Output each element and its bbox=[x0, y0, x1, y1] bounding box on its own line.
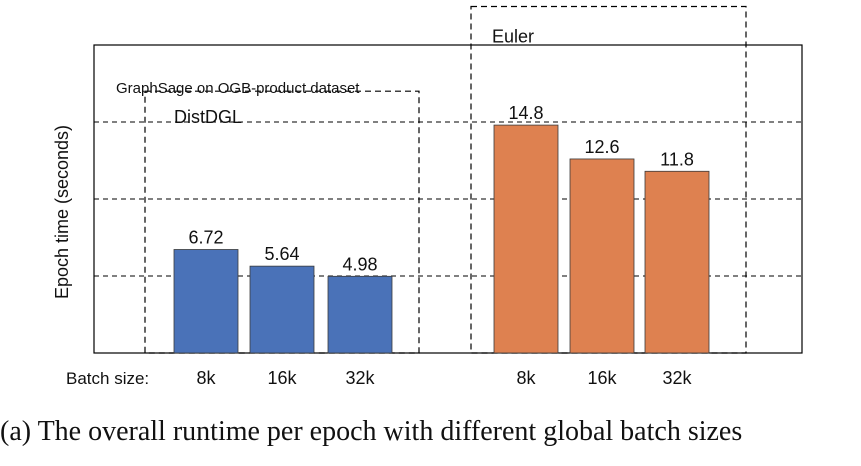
data-label: 14.8 bbox=[508, 103, 543, 123]
x-tick-label: 8k bbox=[516, 368, 536, 388]
data-label: 4.98 bbox=[342, 254, 377, 274]
data-label: 5.64 bbox=[264, 244, 299, 264]
bars bbox=[173, 124, 710, 354]
distdgl-bar-16k bbox=[249, 265, 315, 354]
runtime-bar-chart: DistDGL 6.72 8k 5.64 16k 4.98 32k Euler 14.8 8k 12… bbox=[52, 5, 803, 389]
distdgl-bar-8k bbox=[173, 249, 239, 354]
figure-caption: (a) The overall runtime per epoch with d… bbox=[0, 416, 743, 447]
euler-bar-8k bbox=[493, 124, 559, 354]
x-tick-label: 32k bbox=[345, 368, 375, 388]
x-tick-label: 32k bbox=[662, 368, 692, 388]
distdgl-bar-32k bbox=[327, 275, 393, 354]
x-tick-label: 8k bbox=[196, 368, 216, 388]
distdgl-group-label: DistDGL bbox=[174, 107, 242, 127]
data-label: 11.8 bbox=[660, 149, 694, 169]
euler-bar-32k bbox=[644, 170, 710, 354]
data-label: 12.6 bbox=[584, 137, 619, 157]
x-tick-label: 16k bbox=[587, 368, 617, 388]
euler-group-label: Euler bbox=[492, 27, 534, 47]
labels: DistDGL 6.72 8k 5.64 16k 4.98 32k Euler 14.8 8k 12… bbox=[174, 27, 694, 389]
x-axis-label: Batch size: bbox=[66, 369, 149, 388]
data-label: 6.72 bbox=[188, 228, 223, 248]
euler-bar-16k bbox=[569, 158, 635, 354]
x-tick-label: 16k bbox=[267, 368, 297, 388]
y-axis-label: Epoch time (seconds) bbox=[52, 125, 72, 299]
chart-annotation: GraphSage on OGB-product dataset bbox=[116, 80, 360, 97]
